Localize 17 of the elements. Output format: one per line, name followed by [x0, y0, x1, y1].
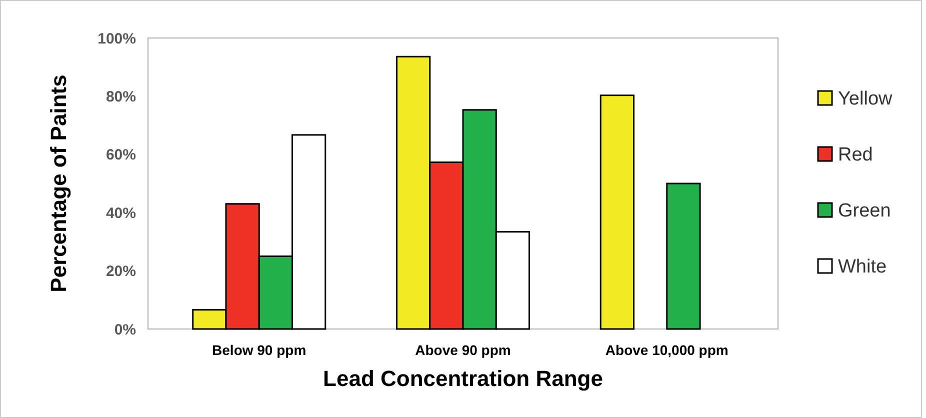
legend-label: Red [838, 144, 873, 166]
y-axis-title: Percentage of Paints [46, 74, 71, 292]
legend-label: White [838, 256, 887, 278]
x-tick-label: Above 90 ppm [415, 342, 511, 358]
y-tick-label: 40% [106, 204, 136, 222]
y-tick-label: 80% [106, 88, 136, 106]
y-tick-label: 0% [114, 321, 136, 338]
legend-label: Yellow [838, 88, 893, 110]
y-tick-label: 60% [106, 146, 136, 164]
y-tick-label: 100% [98, 30, 136, 48]
legend-label: Green [838, 200, 891, 222]
x-tick-label: Below 90 ppm [212, 342, 306, 358]
bar [600, 94, 634, 330]
x-axis-title: Lead Concentration Range [323, 366, 603, 391]
x-tick-label: Above 10,000 ppm [605, 342, 728, 358]
y-tick-label: 20% [106, 263, 136, 280]
bar [666, 182, 701, 330]
